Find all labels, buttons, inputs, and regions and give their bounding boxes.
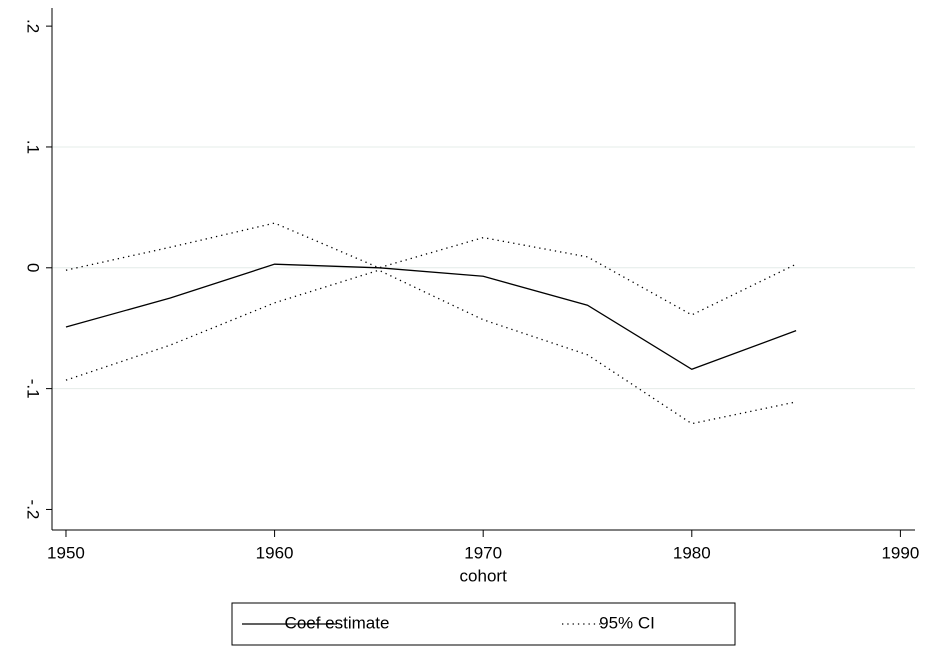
line [65, 222, 797, 316]
x-tick-label: 1960 [256, 543, 294, 562]
x-axis-label: cohort [460, 566, 508, 585]
x-tick-label: 1990 [881, 543, 919, 562]
y-tick-label: -.2 [24, 500, 43, 520]
x-tick-label: 1980 [673, 543, 711, 562]
y-tick-label: .1 [24, 140, 43, 154]
x-tick-label: 1950 [47, 543, 85, 562]
legend-label: Coef estimate [285, 613, 390, 632]
y-tick-label: 0 [24, 263, 43, 272]
x-tick-label: 1970 [464, 543, 502, 562]
y-tick-label: -.1 [24, 379, 43, 399]
legend-label: 95% CI [599, 613, 655, 632]
line [65, 269, 797, 425]
y-tick-label: .2 [24, 19, 43, 33]
line [65, 263, 797, 371]
